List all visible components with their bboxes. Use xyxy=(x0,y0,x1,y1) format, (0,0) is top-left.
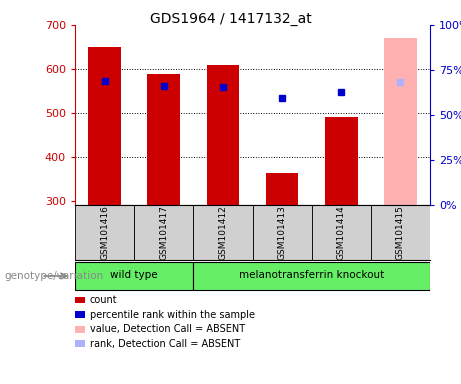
Text: percentile rank within the sample: percentile rank within the sample xyxy=(89,310,254,319)
Text: GSM101414: GSM101414 xyxy=(337,205,346,260)
Bar xyxy=(266,173,298,205)
Text: melanotransferrin knockout: melanotransferrin knockout xyxy=(239,270,384,280)
Bar xyxy=(312,205,371,260)
Text: GSM101417: GSM101417 xyxy=(159,205,168,260)
Bar xyxy=(89,47,121,205)
Bar xyxy=(148,74,180,205)
Bar xyxy=(193,205,253,260)
Bar xyxy=(75,262,193,290)
Text: wild type: wild type xyxy=(110,270,158,280)
Text: rank, Detection Call = ABSENT: rank, Detection Call = ABSENT xyxy=(89,339,240,349)
Bar xyxy=(134,205,193,260)
Bar xyxy=(75,205,134,260)
Text: GSM101413: GSM101413 xyxy=(278,205,287,260)
Bar xyxy=(384,38,417,205)
Text: GDS1964 / 1417132_at: GDS1964 / 1417132_at xyxy=(150,12,311,25)
Text: count: count xyxy=(89,295,117,305)
Text: GSM101415: GSM101415 xyxy=(396,205,405,260)
Text: value, Detection Call = ABSENT: value, Detection Call = ABSENT xyxy=(89,324,245,334)
Bar xyxy=(193,262,430,290)
Text: genotype/variation: genotype/variation xyxy=(5,271,104,281)
Text: GSM101412: GSM101412 xyxy=(219,205,227,260)
Bar xyxy=(253,205,312,260)
Bar xyxy=(325,117,358,205)
Bar xyxy=(207,65,239,205)
Bar xyxy=(371,205,430,260)
Text: GSM101416: GSM101416 xyxy=(100,205,109,260)
